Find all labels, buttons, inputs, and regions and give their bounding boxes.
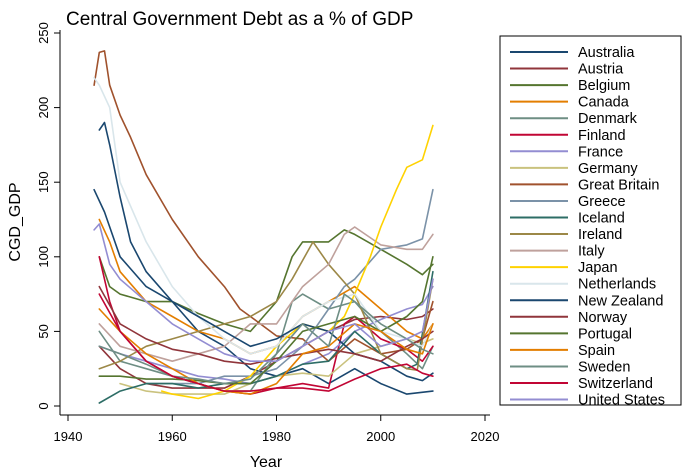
y-tick-label: 100 (36, 246, 51, 268)
y-axis-title: CGD_GDP (7, 182, 24, 261)
y-axis-ticks: 0 50 100 150 200 250 (36, 22, 60, 410)
legend-label: Portugal (578, 326, 632, 342)
legend-label: Denmark (578, 111, 638, 127)
series-line-ireland (98, 241, 434, 371)
legend-label: France (578, 144, 623, 160)
legend-label: Germany (578, 161, 638, 177)
legend-label: Belgium (578, 78, 630, 94)
series-line-belgium (98, 229, 434, 333)
legend-label: Greece (578, 194, 626, 210)
x-axis-title: Year (250, 454, 283, 471)
legend-label: Netherlands (578, 277, 656, 293)
y-tick-label: 50 (36, 324, 51, 338)
series-line-iceland (98, 270, 434, 404)
legend-label: Austria (578, 62, 624, 78)
legend-label: United States (578, 393, 665, 409)
series-lines (93, 50, 434, 404)
series-line-norway (98, 285, 434, 365)
legend-label: Finland (578, 128, 626, 144)
legend-label: Switzerland (578, 376, 653, 392)
legend-label: Japan (578, 260, 618, 276)
series-line-japan (161, 124, 434, 400)
x-tick-label: 1960 (158, 429, 187, 444)
legend-box (499, 35, 682, 406)
x-tick-label: 2000 (366, 429, 395, 444)
x-tick-label: 1940 (54, 429, 83, 444)
legend-label: Great Britain (578, 177, 659, 193)
series-line-spain (98, 308, 434, 395)
series-line-sweden (98, 293, 434, 385)
y-tick-label: 0 (36, 402, 51, 409)
series-line-switzerland (98, 293, 434, 392)
y-tick-label: 250 (36, 22, 51, 44)
legend-label: Australia (578, 45, 635, 61)
plot-frame (59, 30, 490, 416)
y-tick-label: 200 (36, 97, 51, 119)
series-line-italy (98, 226, 434, 362)
legend-label: Spain (578, 343, 615, 359)
series-line-united-states (93, 223, 434, 362)
legend-label: Canada (578, 95, 630, 111)
chart-title: Central Government Debt as a % of GDP (66, 9, 413, 30)
series-line-netherlands (93, 77, 434, 355)
x-axis-ticks: 1940 1960 1980 2000 2020 (54, 415, 500, 444)
x-tick-label: 1980 (262, 429, 291, 444)
legend-label: Norway (578, 310, 628, 326)
legend-label: Ireland (578, 227, 622, 243)
x-tick-label: 2020 (471, 429, 500, 444)
series-line-great-britain (93, 50, 434, 362)
series-line-new-zealand (93, 188, 434, 382)
legend: AustraliaAustriaBelgiumCanadaDenmarkFinl… (499, 35, 682, 409)
legend-label: Italy (578, 244, 605, 260)
legend-label: New Zealand (578, 293, 663, 309)
legend-label: Sweden (578, 359, 630, 375)
y-tick-label: 150 (36, 171, 51, 193)
legend-label: Iceland (578, 211, 625, 227)
